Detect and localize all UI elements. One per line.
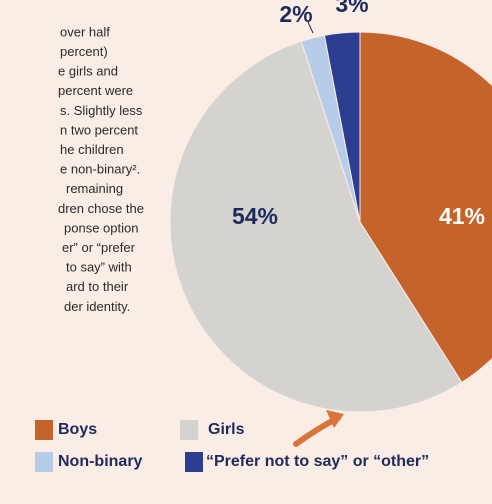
legend-label: Non-binary (58, 453, 143, 470)
legend-label: Girls (208, 421, 245, 438)
legend-label: “Prefer not to say” or “other” (206, 453, 429, 470)
body-line: n two percent (60, 122, 138, 137)
body-line: ponse option (64, 220, 138, 235)
legend-swatch (35, 420, 53, 440)
slice-label: 3% (335, 0, 368, 17)
body-line: percent were (58, 83, 133, 98)
body-line: er” or “prefer (62, 240, 136, 255)
body-line: to say” with (66, 260, 132, 275)
pie-slice (169, 40, 463, 413)
body-line: percent) (60, 44, 108, 59)
slice-label: 41% (439, 203, 485, 229)
pie-slice (323, 31, 361, 223)
body-line: dren chose the (58, 201, 144, 216)
body-line: e non-binary². (60, 162, 140, 177)
pie-slice (359, 31, 492, 384)
legend-label: Boys (58, 421, 97, 438)
legend-swatch (180, 420, 198, 440)
body-line: ard to their (66, 279, 129, 294)
arrow-head (326, 410, 344, 428)
body-line: remaining (66, 181, 123, 196)
slice-label: 54% (232, 203, 278, 229)
body-line: he children (60, 142, 124, 157)
slice-label: 2% (279, 1, 312, 27)
leader-line (307, 21, 314, 34)
body-line: der identity. (64, 299, 130, 314)
body-line: e girls and (58, 64, 118, 79)
legend-swatch (185, 452, 203, 472)
body-line: over half (60, 24, 110, 39)
body-line: s. Slightly less (60, 103, 143, 118)
legend-swatch (35, 452, 53, 472)
